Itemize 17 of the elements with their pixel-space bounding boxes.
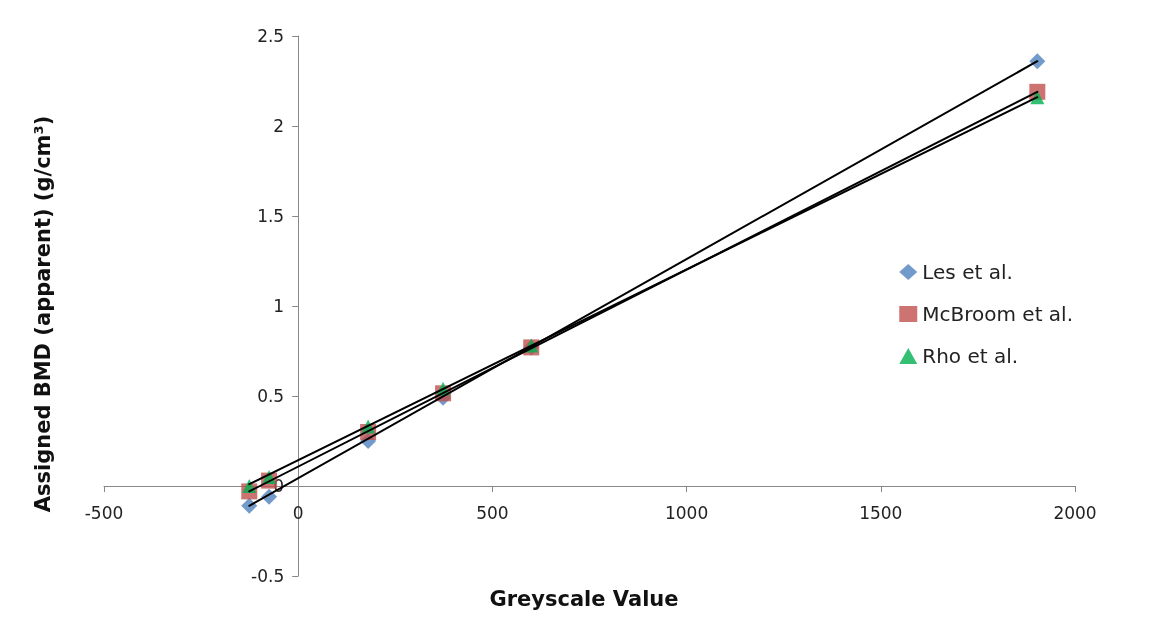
y-tick-label: 2 (273, 116, 285, 136)
y-axis-title: Assigned BMD (apparent) (g/cm³) (30, 115, 55, 513)
x-tick-label: 1000 (664, 502, 709, 523)
legend-label: Les et al. (922, 260, 1013, 284)
x-tick-label: -500 (84, 502, 124, 523)
legend-label: McBroom et al. (922, 302, 1074, 326)
x-tick-label: 1500 (859, 502, 903, 523)
y-tick-label: 2.5 (257, 26, 285, 46)
y-tick-label: -0.5 (251, 566, 285, 586)
y-tick-label: 1.5 (257, 206, 285, 226)
x-tick-label: 500 (476, 502, 509, 523)
y-tick-label: 0.5 (257, 386, 285, 406)
x-tick-label: 2000 (1053, 502, 1097, 523)
legend-label: Rho et al. (922, 344, 1019, 368)
x-axis-title: Greyscale Value (489, 586, 679, 611)
y-tick-label: 1 (273, 296, 285, 316)
x-tick-label: 0 (292, 502, 304, 523)
